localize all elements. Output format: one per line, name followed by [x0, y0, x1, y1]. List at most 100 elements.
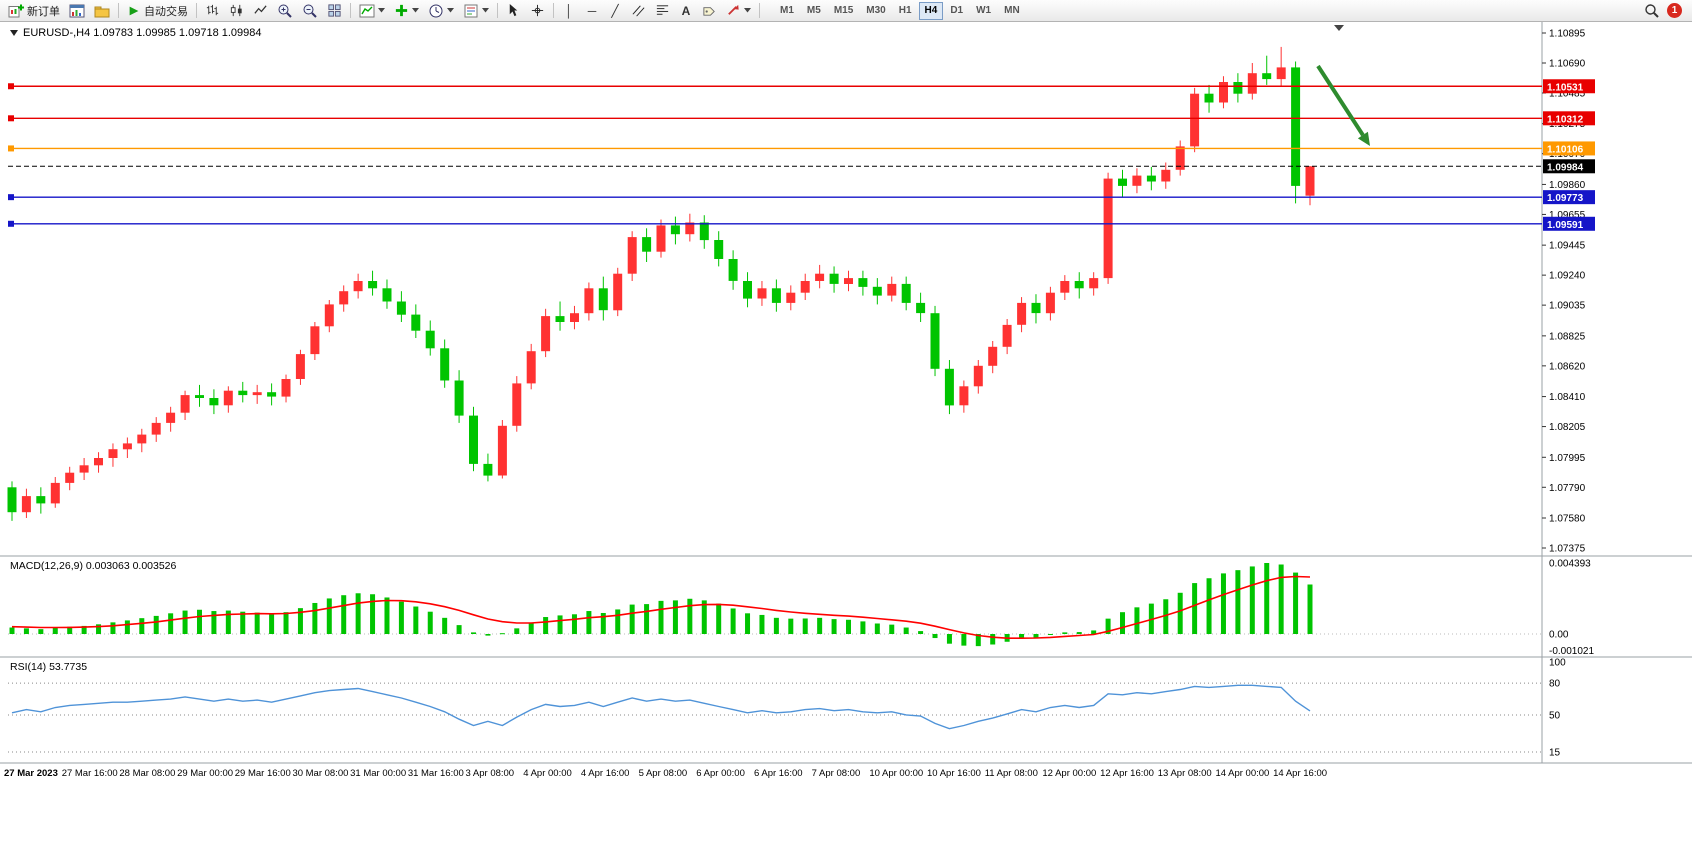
- svg-text:1.08205: 1.08205: [1549, 422, 1586, 433]
- timeframe-mn-button[interactable]: MN: [998, 2, 1026, 20]
- svg-text:31 Mar 00:00: 31 Mar 00:00: [350, 768, 406, 779]
- svg-text:1.07375: 1.07375: [1549, 544, 1586, 555]
- price-tag: [1543, 216, 1595, 231]
- price-tag-label: 1.10106: [1547, 144, 1584, 155]
- svg-text:14 Apr 00:00: 14 Apr 00:00: [1215, 768, 1269, 779]
- svg-text:4 Apr 00:00: 4 Apr 00:00: [523, 768, 572, 779]
- rsi-axis-label: 50: [1549, 710, 1561, 721]
- template-icon: [464, 4, 478, 17]
- search-button[interactable]: [1640, 1, 1664, 21]
- cursor-tool-button[interactable]: [502, 1, 525, 21]
- add-indicator-button[interactable]: [390, 1, 423, 21]
- svg-text:27 Mar 2023: 27 Mar 2023: [4, 768, 58, 779]
- timeframe-h4-button[interactable]: H4: [918, 1, 944, 20]
- bar-chart-mode-button[interactable]: [201, 1, 224, 21]
- timeframe-h1-button[interactable]: H1: [893, 2, 918, 20]
- chart-window-icon: [69, 4, 85, 17]
- horizontal-line-tool-button[interactable]: ─: [581, 1, 603, 21]
- hline-handle[interactable]: [8, 145, 14, 152]
- text-tool-icon: A: [681, 3, 691, 18]
- rsi-axis-label: 15: [1549, 748, 1561, 759]
- timeframe-m30-button[interactable]: M30: [860, 2, 891, 20]
- chart-shift-marker[interactable]: [1334, 25, 1344, 31]
- text-label-tool-button[interactable]: [698, 1, 721, 21]
- candlestick-mode-button[interactable]: [225, 1, 248, 21]
- templates-button[interactable]: [459, 1, 493, 21]
- svg-text:10 Apr 00:00: 10 Apr 00:00: [869, 768, 923, 779]
- timeframe-w1-button[interactable]: W1: [970, 2, 997, 20]
- macd-signal-line: [11, 575, 1311, 639]
- profiles-icon: [94, 6, 110, 17]
- svg-text:6 Apr 00:00: 6 Apr 00:00: [696, 768, 745, 779]
- svg-text:28 Mar 08:00: 28 Mar 08:00: [119, 768, 175, 779]
- timeframe-m5-button[interactable]: M5: [801, 2, 827, 20]
- periods-button[interactable]: [424, 1, 458, 21]
- svg-text:1.09655: 1.09655: [1549, 210, 1586, 221]
- chart-window-button[interactable]: [65, 1, 89, 21]
- arrow-shape-icon: [728, 4, 739, 15]
- toolbar-separator: [553, 3, 554, 18]
- auto-trading-icon: [129, 6, 139, 15]
- line-chart-mode-button[interactable]: [249, 1, 272, 21]
- crosshair-tool-button[interactable]: [526, 1, 549, 21]
- svg-text:1.07790: 1.07790: [1549, 483, 1586, 494]
- hline-handle[interactable]: [8, 220, 14, 227]
- rsi-indicator-label: RSI(14) 53.7735: [10, 661, 88, 673]
- chevron-down-icon: [482, 8, 489, 13]
- svg-text:1.10485: 1.10485: [1549, 88, 1586, 99]
- macd-indicator-label: MACD(12,26,9) 0.003063 0.003526: [10, 560, 177, 572]
- svg-text:3 Apr 08:00: 3 Apr 08:00: [466, 768, 515, 779]
- add-indicator-icon: [395, 4, 408, 17]
- indicators-list-button[interactable]: [355, 1, 389, 21]
- notification-badge[interactable]: 1: [1667, 3, 1682, 18]
- hline-handle[interactable]: [8, 115, 14, 122]
- candlestick-mode-icon: [230, 4, 242, 17]
- price-axis: 1.108951.106901.104851.102751.100701.098…: [1542, 29, 1586, 555]
- bar-chart-mode-icon: [206, 4, 219, 16]
- toolbar-separator: [196, 3, 197, 18]
- trendline-tool-button[interactable]: ╱: [604, 1, 626, 21]
- zoom-out-button[interactable]: [298, 1, 322, 21]
- price-tag-label: 1.09773: [1547, 193, 1584, 204]
- chevron-down-icon: [744, 8, 751, 13]
- auto-trading-button[interactable]: 自动交易: [123, 1, 192, 21]
- channel-tool-button[interactable]: [627, 1, 650, 21]
- svg-text:31 Mar 16:00: 31 Mar 16:00: [408, 768, 464, 779]
- chart-collapse-icon[interactable]: [10, 30, 18, 36]
- channel-icon: [632, 5, 645, 17]
- svg-text:7 Apr 08:00: 7 Apr 08:00: [812, 768, 861, 779]
- price-tag: [1543, 79, 1595, 94]
- zoom-in-button[interactable]: [273, 1, 297, 21]
- svg-text:1.08410: 1.08410: [1549, 392, 1586, 403]
- new-order-label: 新订单: [27, 5, 60, 18]
- arrow-annotation-shaft[interactable]: [1316, 64, 1365, 137]
- macd-axis-label: 0.00: [1549, 630, 1569, 641]
- arrow-annotation-head[interactable]: [1357, 131, 1370, 146]
- timeframe-toolbar: M1 M5 M15 M30 H1 H4 D1 W1 MN: [774, 1, 1026, 20]
- line-chart-mode-icon: [254, 5, 267, 14]
- tile-windows-button[interactable]: [323, 1, 346, 21]
- timeframe-m15-button[interactable]: M15: [828, 2, 859, 20]
- svg-text:1.09445: 1.09445: [1549, 241, 1586, 252]
- profiles-button[interactable]: [90, 1, 114, 21]
- svg-text:11 Apr 08:00: 11 Apr 08:00: [985, 768, 1038, 779]
- timeframe-m1-button[interactable]: M1: [774, 2, 800, 20]
- svg-text:1.10690: 1.10690: [1549, 58, 1586, 69]
- svg-text:1.07995: 1.07995: [1549, 453, 1586, 464]
- svg-text:6 Apr 16:00: 6 Apr 16:00: [754, 768, 803, 779]
- arrows-tool-button[interactable]: [722, 1, 755, 21]
- macd-axis-label: -0.001021: [1549, 646, 1594, 657]
- new-order-button[interactable]: 新订单: [4, 1, 64, 21]
- hline-handle[interactable]: [8, 83, 14, 90]
- price-tag-label: 1.09591: [1547, 220, 1584, 231]
- vertical-line-tool-button[interactable]: │: [558, 1, 580, 21]
- hline-handle[interactable]: [8, 194, 14, 201]
- macd-axis-label: 0.004393: [1549, 559, 1591, 570]
- chart-symbol-label: EURUSD-,H4 1.09783 1.09985 1.09718 1.099…: [10, 27, 262, 39]
- chevron-down-icon: [412, 8, 419, 13]
- fibonacci-tool-button[interactable]: [651, 1, 674, 21]
- text-tool-button[interactable]: A: [675, 1, 697, 21]
- candlestick-series: [7, 46, 1315, 521]
- timeframe-d1-button[interactable]: D1: [944, 2, 969, 20]
